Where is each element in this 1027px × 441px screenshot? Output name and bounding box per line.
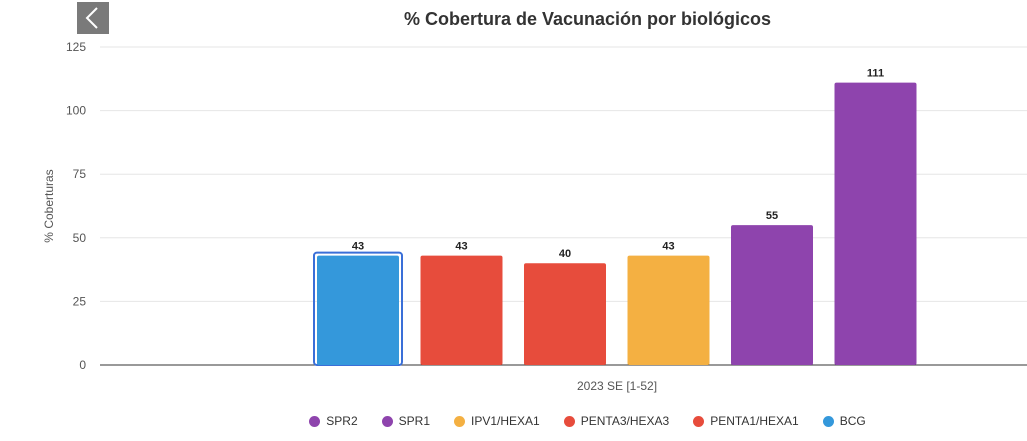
y-axis-title: % Coberturas — [42, 169, 56, 242]
y-tick-label: 25 — [73, 294, 87, 308]
bar[interactable] — [317, 255, 399, 365]
legend-label: SPR2 — [326, 414, 358, 428]
chart-legend: SPR2 SPR1 IPV1/HEXA1 PENTA3/HEXA3 PENTA1/HEX… — [0, 414, 1027, 428]
data-label: 43 — [352, 241, 364, 253]
legend-marker — [381, 415, 393, 427]
legend-label: SPR1 — [398, 414, 431, 428]
bar[interactable] — [731, 225, 813, 365]
data-label: 55 — [766, 210, 778, 222]
legend-item[interactable]: PENTA1/HEXA1 — [693, 414, 799, 428]
back-button[interactable] — [77, 2, 109, 34]
legend-label: BCG — [839, 414, 866, 428]
legend-label: PENTA3/HEXA3 — [580, 414, 670, 428]
bar[interactable] — [834, 82, 917, 365]
data-label: 43 — [662, 241, 674, 253]
legend-label: IPV1/HEXA1 — [471, 414, 540, 428]
legend-marker — [822, 415, 834, 427]
chart-title: % Cobertura de Vacunación por biológicos — [403, 9, 772, 29]
data-label: 40 — [559, 248, 571, 260]
data-label: 111 — [867, 68, 884, 80]
y-tick-label: 125 — [66, 40, 86, 54]
bar[interactable] — [524, 263, 606, 365]
legend-label: PENTA1/HEXA1 — [710, 414, 799, 428]
legend-item[interactable]: PENTA3/HEXA3 — [563, 414, 670, 428]
legend-marker — [563, 415, 575, 427]
legend-item[interactable]: SPR2 — [309, 414, 358, 428]
bar[interactable] — [627, 255, 710, 365]
bar[interactable] — [420, 255, 503, 365]
y-tick-label: 50 — [73, 231, 87, 245]
legend-marker — [693, 415, 705, 427]
x-axis-title: 2023 SE [1-52] — [577, 379, 657, 393]
data-label: 43 — [455, 241, 467, 253]
legend-item[interactable]: SPR1 — [381, 414, 431, 428]
legend-marker — [309, 415, 321, 427]
y-tick-label: 0 — [79, 358, 86, 372]
y-tick-label: 100 — [66, 104, 86, 118]
legend-item[interactable]: IPV1/HEXA1 — [454, 414, 540, 428]
legend-item[interactable]: BCG — [822, 414, 866, 428]
chevron-left-icon — [85, 7, 98, 29]
legend-marker — [454, 415, 466, 427]
y-tick-label: 75 — [73, 167, 87, 181]
